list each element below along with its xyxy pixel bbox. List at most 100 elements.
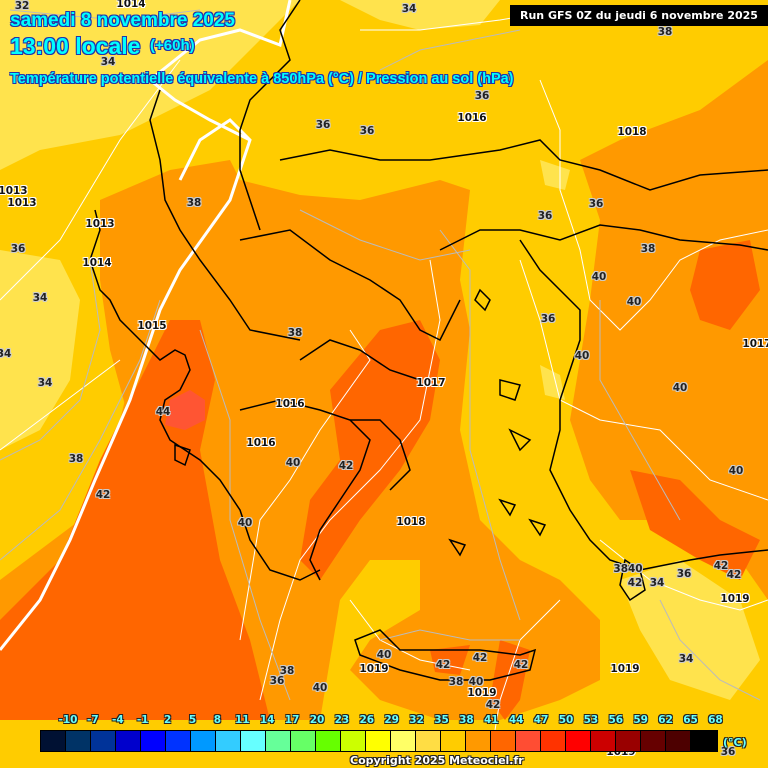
legend-swatch: [466, 731, 491, 751]
pressure-label: 1018: [617, 126, 647, 138]
temperature-label: 40: [285, 457, 301, 469]
temperature-label: 34: [100, 56, 116, 68]
legend-swatch: [691, 731, 717, 751]
temp-zone-44: [690, 240, 760, 330]
legend-swatch: [266, 731, 291, 751]
legend-swatch: [391, 731, 416, 751]
legend-tick-label: 68: [708, 714, 723, 726]
temperature-label: 34: [678, 653, 694, 665]
legend-tick-label: 2: [163, 714, 172, 726]
legend-tick-label: 65: [683, 714, 698, 726]
temperature-label: 38: [287, 327, 303, 339]
legend-tick-label: 38: [459, 714, 474, 726]
temperature-label: 38: [657, 26, 673, 38]
temperature-label: 40: [312, 682, 328, 694]
legend-tick-label: 14: [259, 714, 275, 726]
temp-zone-35: [620, 560, 760, 700]
legend-swatch: [541, 731, 566, 751]
legend-tick-label: -4: [111, 714, 124, 726]
temperature-label: 36: [474, 90, 490, 102]
pressure-label: 1014: [82, 257, 112, 269]
legend-swatch: [566, 731, 591, 751]
legend-tick-label: 17: [284, 714, 300, 726]
temp-zone-35: [540, 365, 565, 400]
pressure-label: 1019: [610, 663, 640, 675]
temp-zone-35: [0, 0, 300, 170]
pressure-label: 1017: [416, 377, 446, 389]
pressure-label: 1019: [359, 663, 389, 675]
copyright-text: Copyright 2025 Meteociel.fr: [350, 754, 524, 767]
pressure-label: 1019: [467, 687, 497, 699]
legend-swatch: [166, 731, 191, 751]
legend-swatch: [341, 731, 366, 751]
thick-white-contour: [0, 118, 252, 651]
pressure-label: 1015: [137, 320, 167, 332]
temperature-label: 38: [448, 676, 464, 688]
temperature-label: 42: [435, 659, 451, 671]
legend-tick-label: 35: [434, 714, 449, 726]
pressure-label: 1018: [396, 516, 426, 528]
color-scale-legend: [40, 730, 718, 752]
legend-tick-label: 50: [558, 714, 574, 726]
legend-tick-label: -10: [58, 714, 78, 726]
legend-tick-label: 44: [508, 714, 524, 726]
legend-tick-label: 8: [213, 714, 222, 726]
legend-swatch: [641, 731, 666, 751]
legend-tick-label: 5: [188, 714, 197, 726]
temperature-label: 40: [728, 465, 744, 477]
temperature-label: 3840: [613, 563, 643, 575]
pressure-label: 1016: [457, 112, 487, 124]
legend-swatch: [366, 731, 391, 751]
temperature-label: 42: [485, 699, 501, 711]
temperature-label: 36: [537, 210, 553, 222]
legend-tick-label: 56: [608, 714, 624, 726]
legend-swatch: [591, 731, 616, 751]
legend-swatch: [516, 731, 541, 751]
pressure-label: 1019: [720, 593, 750, 605]
temperature-label: 40: [468, 676, 484, 688]
legend-tick-label: 59: [633, 714, 648, 726]
temperature-label: 38: [68, 453, 84, 465]
legend-tick-label: 11: [234, 714, 250, 726]
forecast-date: samedi 8 novembre 2025: [10, 10, 235, 31]
temperature-label: 40: [626, 296, 642, 308]
legend-swatch: [191, 731, 216, 751]
temperature-label: 42: [513, 659, 529, 671]
temperature-label: 34: [32, 292, 48, 304]
forecast-lead-time: (+60h): [150, 37, 195, 54]
temp-zone-47: [165, 390, 205, 430]
thick-white-contour: [149, 0, 292, 82]
temperature-label: 32: [14, 0, 30, 12]
legend-swatch: [441, 731, 466, 751]
temperature-label: 34: [37, 377, 53, 389]
temp-zone-41: [570, 60, 768, 600]
temperature-label: 36: [720, 746, 736, 758]
temp-zone-44: [630, 470, 760, 580]
pressure-label: 1016: [246, 437, 276, 449]
legend-swatch: [491, 731, 516, 751]
legend-swatch: [91, 731, 116, 751]
temperature-label: 38: [640, 243, 656, 255]
legend-swatch: [291, 731, 316, 751]
temperature-label: 40: [574, 350, 590, 362]
legend-swatch: [241, 731, 266, 751]
legend-tick-label: 26: [359, 714, 375, 726]
pressure-label: 1014: [116, 0, 146, 10]
legend-tick-label: 32: [409, 714, 424, 726]
legend-tick-label: 41: [483, 714, 499, 726]
legend-swatch: [141, 731, 166, 751]
legend-tick-label: 29: [384, 714, 399, 726]
legend-tick-label: 62: [658, 714, 673, 726]
legend-swatch: [41, 731, 66, 751]
isotherms: [0, 9, 761, 701]
temperature-label: 38: [279, 665, 295, 677]
temperature-label: 36: [10, 243, 26, 255]
temperature-label: 40: [672, 382, 688, 394]
temperature-label: 40: [591, 271, 607, 283]
temperature-label: 34: [0, 348, 12, 360]
country-borders-coastlines: [89, 0, 768, 681]
temp-zone-35: [340, 0, 500, 30]
temperature-label: 40: [237, 517, 253, 529]
legend-tick-label: 47: [533, 714, 549, 726]
